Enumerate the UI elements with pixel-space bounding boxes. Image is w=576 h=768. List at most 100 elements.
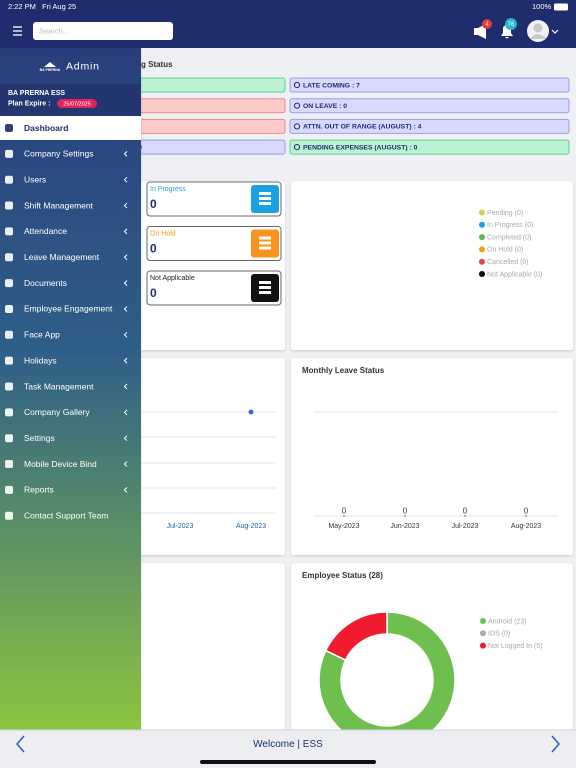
menu-icon xyxy=(5,175,13,184)
menu-icon xyxy=(5,434,13,443)
status-date: Fri Aug 25 xyxy=(42,2,76,11)
menu-chevron xyxy=(123,228,128,235)
status-box xyxy=(289,118,570,134)
menu-item[interactable]: Company Gallery xyxy=(24,407,90,417)
company-name: BA PRERNA ESS xyxy=(8,90,65,97)
donut-slice xyxy=(324,611,388,662)
legend-label: In Progress (0) xyxy=(487,222,533,229)
back-button[interactable] xyxy=(15,735,25,753)
panel xyxy=(132,563,285,743)
menu-item[interactable]: Company Settings xyxy=(24,149,93,159)
chart-title: Monthly Leave Status xyxy=(302,366,385,375)
task-card xyxy=(146,226,282,261)
avatar-chevron xyxy=(551,29,559,34)
legend-label: Completed (0) xyxy=(487,234,531,241)
task-card xyxy=(146,270,282,306)
legend-swatch xyxy=(479,258,485,265)
status-box xyxy=(289,139,570,155)
menu-item[interactable]: Contact Support Team xyxy=(24,511,108,521)
data-point xyxy=(343,515,345,517)
x-tick-label: Aug-2023 xyxy=(511,523,541,530)
menu-item[interactable]: Holidays xyxy=(24,355,57,365)
menu-icon xyxy=(5,201,13,210)
status-icon xyxy=(293,123,301,130)
data-label: 0 xyxy=(463,507,468,516)
status-box xyxy=(131,77,286,93)
menu-chevron xyxy=(123,383,128,390)
legend-swatch xyxy=(480,618,486,624)
menu-chevron xyxy=(123,357,128,364)
menu-item[interactable]: Documents xyxy=(24,278,67,288)
task-icon-line xyxy=(259,281,271,284)
status-icon xyxy=(293,102,301,109)
home-indicator xyxy=(200,760,376,764)
task-icon-line xyxy=(259,236,271,240)
panel xyxy=(132,181,285,350)
legend-label: iOS (0) xyxy=(488,631,510,638)
task-icon-line xyxy=(259,241,271,245)
menu-item[interactable]: Mobile Device Bind xyxy=(24,459,97,469)
task-icon-line xyxy=(259,197,271,200)
x-tick-label: Aug-2023 xyxy=(236,523,266,530)
menu-item[interactable]: Task Management xyxy=(24,381,94,391)
status-icon xyxy=(293,144,301,151)
menu-icon xyxy=(5,408,13,417)
menu-item[interactable]: Dashboard xyxy=(24,123,68,133)
menu-icon xyxy=(5,485,13,494)
logo-text: BA PRERNA xyxy=(40,68,61,72)
menu-item[interactable]: Face App xyxy=(24,330,60,340)
avatar-body xyxy=(530,34,546,39)
task-label: In Progress xyxy=(150,186,186,193)
menu-item[interactable]: Leave Management xyxy=(24,252,100,262)
status-box xyxy=(131,139,286,155)
forward-button[interactable] xyxy=(551,735,561,753)
menu-chevron xyxy=(123,150,128,157)
menu-item[interactable]: Attendance xyxy=(24,226,67,236)
menu-item[interactable]: Users xyxy=(24,174,46,184)
menu-chevron xyxy=(123,280,128,286)
data-label: 0 xyxy=(403,507,408,516)
task-icon-line xyxy=(259,202,271,205)
logo-mark xyxy=(44,62,56,67)
task-label: Not Applicable xyxy=(150,275,195,282)
avatar-head xyxy=(533,23,543,33)
plan-date-badge xyxy=(57,99,97,108)
menu-chevron xyxy=(123,202,128,209)
task-icon-line xyxy=(259,192,271,195)
task-label: On Hold xyxy=(150,230,176,237)
menu-chevron xyxy=(123,409,128,416)
status-text: LATE COMING : 7 xyxy=(303,82,360,89)
status-time: 2:22 PM xyxy=(8,2,36,11)
menu-icon xyxy=(5,356,13,365)
menu-icon xyxy=(5,304,13,313)
menu-icon xyxy=(5,227,13,236)
menu-icon xyxy=(5,253,13,262)
search-box[interactable] xyxy=(33,22,173,40)
legend-label: Cancelled (0) xyxy=(487,259,529,266)
brand: Admin xyxy=(66,60,100,72)
announcement-icon[interactable] xyxy=(474,24,486,39)
status-text: PENDING EXPENSES (AUGUST) : 0 xyxy=(303,144,418,151)
status-box xyxy=(131,118,286,134)
legend-swatch xyxy=(479,234,485,241)
menu-item[interactable]: Shift Management xyxy=(24,200,94,210)
status-text: ON LEAVE : 0 xyxy=(303,103,347,110)
menu-item[interactable]: Employee Engagement xyxy=(24,304,113,314)
legend-label: Android (23) xyxy=(488,618,527,625)
search-placeholder[interactable]: Search... xyxy=(39,26,69,35)
data-point xyxy=(525,515,527,517)
status-box xyxy=(289,77,570,93)
notification-badge: 76 xyxy=(508,22,515,28)
task-value: 0 xyxy=(150,286,157,300)
menu-active-bg xyxy=(0,116,141,140)
legend-label: Pending (0) xyxy=(487,210,523,217)
badge xyxy=(482,19,492,29)
battery-icon xyxy=(554,3,568,11)
data-point xyxy=(464,515,466,517)
badge xyxy=(505,18,517,30)
data-point xyxy=(404,515,406,517)
menu-item[interactable]: Settings xyxy=(24,433,55,443)
menu-item[interactable]: Reports xyxy=(24,485,54,495)
menu-icon xyxy=(5,511,13,520)
